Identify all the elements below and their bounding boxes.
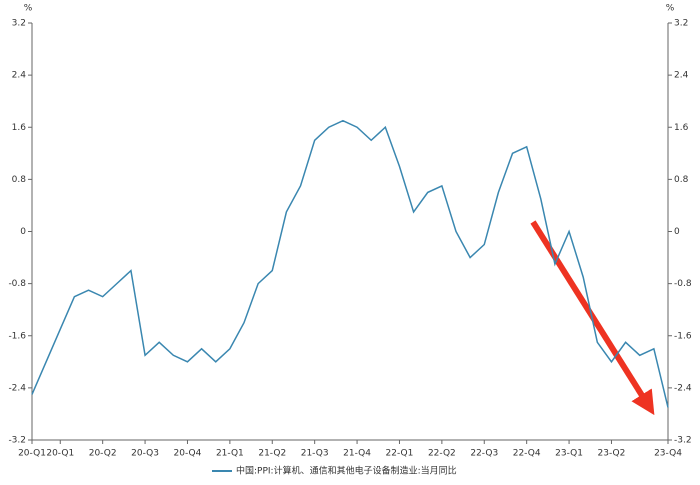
y-tick-label: -3.2: [8, 436, 26, 446]
x-tick-label: 20-Q4: [174, 449, 202, 459]
y2-tick-label: -1.6: [674, 331, 692, 341]
x-tick-label: 23-Q4: [654, 449, 682, 459]
y2-tick-label: 1.6: [674, 123, 689, 133]
x-tick-label: 22-Q2: [428, 449, 456, 459]
x-tick-label: 21-Q2: [258, 449, 286, 459]
y2-tick-label: -3.2: [674, 436, 692, 446]
x-tick-label: 21-Q4: [343, 449, 371, 459]
x-tick-label: 22-Q4: [513, 449, 541, 459]
x-tick-label: 23-Q1: [555, 449, 583, 459]
y2-tick-label: 2.4: [674, 71, 689, 81]
y2-tick-label: 3.2: [674, 19, 688, 29]
y-tick-label: 2.4: [12, 71, 27, 81]
y2-tick-label: 0.8: [674, 175, 689, 185]
y-tick-label: -0.8: [8, 279, 26, 289]
data-line: [31, 119, 669, 408]
y-tick-label: 0: [20, 227, 26, 237]
x-tick-label: 22-Q3: [470, 449, 498, 459]
y2-tick-label: 0: [674, 227, 680, 237]
y-tick-label: 0.8: [12, 175, 27, 185]
x-tick-label: 23-Q2: [598, 449, 626, 459]
y2-unit: %: [666, 4, 675, 14]
x-tick-label: 21-Q3: [301, 449, 329, 459]
y-unit: %: [24, 4, 33, 14]
x-tick-label: 20-Q2: [89, 449, 117, 459]
legend-label: 中国:PPI:计算机、通信和其他电子设备制造业:当月同比: [236, 465, 457, 477]
y2-tick-label: -0.8: [674, 279, 692, 289]
x-tick-label: 20-Q3: [131, 449, 159, 459]
x-tick-label: 20-Q1: [18, 449, 46, 459]
y-tick-label: -2.4: [8, 383, 26, 393]
x-tick-label: 22-Q1: [386, 449, 414, 459]
x-tick-label: 21-Q1: [216, 449, 244, 459]
y-tick-label: -1.6: [8, 331, 26, 341]
y-tick-label: 1.6: [12, 123, 27, 133]
x-tick-label: 20-Q1: [46, 449, 74, 459]
y2-tick-label: -2.4: [674, 383, 692, 393]
y-tick-label: 3.2: [12, 19, 26, 29]
